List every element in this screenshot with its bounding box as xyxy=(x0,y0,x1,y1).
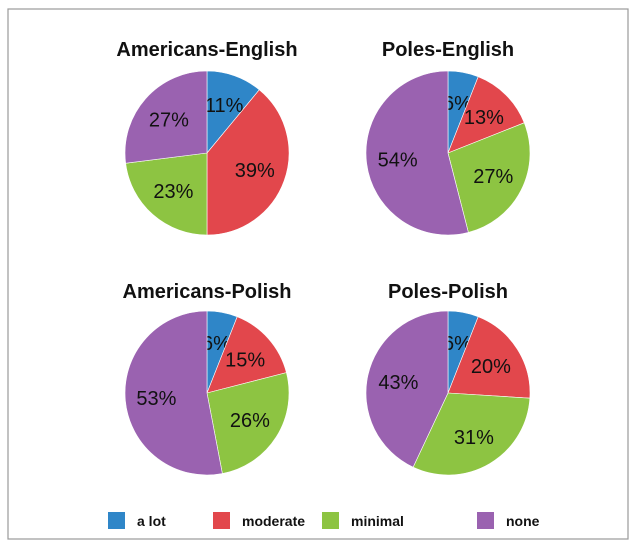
pie-slice-moderate xyxy=(447,76,525,154)
legend-swatch xyxy=(213,512,230,529)
legend-label: a lot xyxy=(137,513,166,529)
legend-item: moderate xyxy=(213,512,305,529)
pie-chart: Americans-English 11% 39% 23% 27% xyxy=(116,39,298,236)
legend-item: a lot xyxy=(108,512,166,529)
pie-slice-minimal xyxy=(412,392,531,476)
legend-swatch xyxy=(477,512,494,529)
slice-label: 15% xyxy=(225,349,265,371)
pie-slice-none xyxy=(124,310,223,476)
pie-slice-minimal xyxy=(125,152,208,236)
slice-label: 26% xyxy=(230,410,270,432)
chart-title: Americans-English xyxy=(116,39,297,61)
slice-label: 11% xyxy=(205,95,244,117)
figure-border xyxy=(7,8,629,540)
pie-slice-minimal xyxy=(447,122,531,233)
slice-label: 54% xyxy=(378,149,418,171)
legend-label: moderate xyxy=(242,513,305,529)
slice-label: 43% xyxy=(378,372,418,394)
legend: a lot moderate minimal none xyxy=(108,512,540,529)
legend-label: minimal xyxy=(351,513,404,529)
slice-label: 31% xyxy=(454,427,494,449)
slice-label: 20% xyxy=(471,356,511,378)
legend-item: none xyxy=(477,512,540,529)
pie-grid: Americans-English 11% 39% 23% 27% Poles-Engli… xyxy=(116,39,531,476)
chart-title: Poles-English xyxy=(382,39,514,61)
slice-label: 23% xyxy=(153,181,193,203)
pie-slice-none xyxy=(124,70,208,164)
legend-swatch xyxy=(322,512,339,529)
pie-slice-minimal xyxy=(206,372,290,474)
slice-label: 39% xyxy=(235,160,275,182)
legend-swatch xyxy=(108,512,125,529)
slice-label: 27% xyxy=(473,166,513,188)
pie-slice-none xyxy=(365,310,449,468)
legend-item: minimal xyxy=(322,512,404,529)
chart-title: Poles-Polish xyxy=(388,281,508,303)
legend-label: none xyxy=(506,513,540,529)
slice-label: 13% xyxy=(464,107,504,129)
pie-slice-none xyxy=(365,70,469,236)
pie-slice-moderate xyxy=(206,89,290,236)
pie-slice-moderate xyxy=(206,316,287,394)
slice-label: 27% xyxy=(149,109,189,131)
chart-title: Americans-Polish xyxy=(123,281,292,303)
pie-slice-moderate xyxy=(447,316,531,399)
slice-label: 53% xyxy=(136,388,176,410)
